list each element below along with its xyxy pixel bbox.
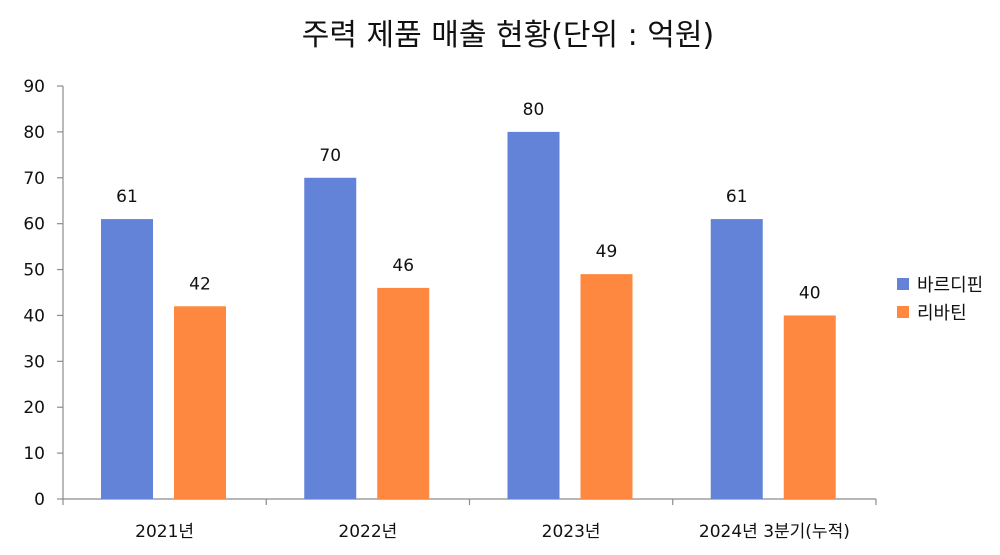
bar-series-1 xyxy=(304,177,357,499)
y-tick-label: 0 xyxy=(34,490,45,510)
data-label: 70 xyxy=(319,146,341,166)
y-axis: 0 10 20 30 40 50 60 70 80 90 xyxy=(23,77,64,510)
legend-label: 리바틴 xyxy=(917,303,967,324)
bar-series-2 xyxy=(174,306,226,499)
data-labels: 61 70 80 61 42 46 49 40 xyxy=(116,100,820,304)
legend-swatch xyxy=(897,278,909,290)
bar-series-1 xyxy=(507,131,560,499)
y-tick-label: 30 xyxy=(23,352,45,372)
y-tick-label: 90 xyxy=(23,77,45,97)
x-category-label: 2024년 3분기(누적) xyxy=(699,522,850,542)
bars xyxy=(101,131,836,500)
data-label: 80 xyxy=(523,100,545,120)
data-label: 49 xyxy=(596,242,618,262)
bar-series-1 xyxy=(101,219,153,500)
y-tick-label: 10 xyxy=(23,444,45,464)
y-tick-label: 40 xyxy=(23,306,45,326)
y-tick-label: 80 xyxy=(23,123,45,143)
chart-title: 주력 제품 매출 현황(단위 : 억원) xyxy=(302,18,714,53)
bar-series-2 xyxy=(580,274,633,499)
y-tick-label: 50 xyxy=(23,261,45,281)
x-category-label: 2022년 xyxy=(338,522,397,542)
legend-swatch xyxy=(897,306,909,318)
x-category-label: 2021년 xyxy=(135,522,194,542)
y-tick-label: 70 xyxy=(23,169,45,189)
bar-series-2 xyxy=(377,287,430,499)
bar-series-1 xyxy=(710,219,763,500)
data-label: 61 xyxy=(726,187,748,207)
legend-label: 바르디핀 xyxy=(917,275,983,296)
y-tick-label: 20 xyxy=(23,398,45,418)
data-label: 42 xyxy=(189,274,211,294)
y-tick-label: 60 xyxy=(23,215,45,235)
data-label: 46 xyxy=(392,256,414,276)
x-axis: 2021년 2022년 2023년 2024년 3분기(누적) xyxy=(62,498,877,542)
data-label: 40 xyxy=(799,283,821,303)
data-label: 61 xyxy=(116,187,138,207)
bar-series-2 xyxy=(783,315,836,499)
x-category-label: 2023년 xyxy=(542,522,601,542)
